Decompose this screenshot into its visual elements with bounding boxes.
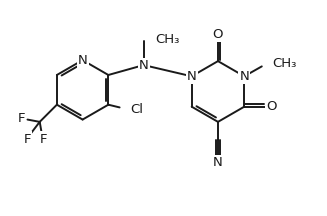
Text: N: N xyxy=(187,70,197,83)
Text: N: N xyxy=(139,59,148,71)
Text: O: O xyxy=(213,28,223,41)
Text: CH₃: CH₃ xyxy=(273,57,297,70)
Text: N: N xyxy=(213,156,223,169)
Text: F: F xyxy=(18,112,25,125)
Text: F: F xyxy=(40,133,47,146)
Text: N: N xyxy=(78,54,88,67)
Text: F: F xyxy=(24,133,31,146)
Text: N: N xyxy=(239,70,249,83)
Text: CH₃: CH₃ xyxy=(155,33,180,46)
Text: O: O xyxy=(266,100,277,113)
Text: Cl: Cl xyxy=(130,103,144,116)
